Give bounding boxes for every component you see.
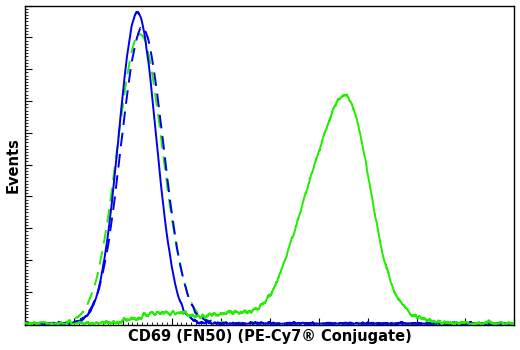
Y-axis label: Events: Events [6, 138, 21, 193]
X-axis label: CD69 (FN50) (PE-Cy7® Conjugate): CD69 (FN50) (PE-Cy7® Conjugate) [128, 329, 411, 344]
